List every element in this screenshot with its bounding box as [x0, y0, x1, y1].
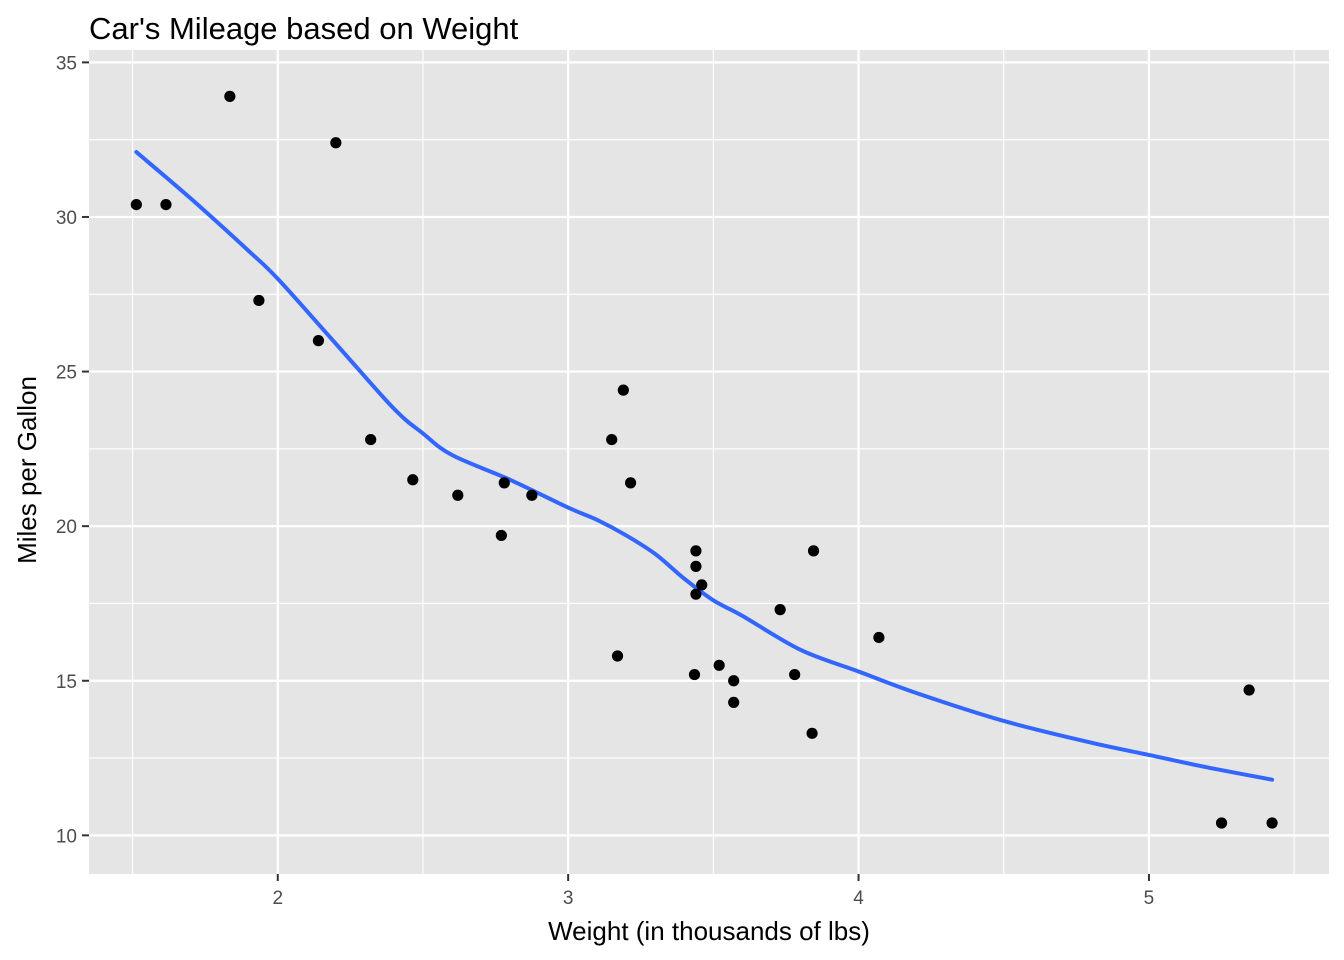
y-tick-label: 35 — [56, 53, 77, 74]
grid-lines — [89, 50, 1329, 874]
data-points — [130, 90, 1278, 829]
x-tick-label: 4 — [853, 888, 864, 909]
y-tick-label: 25 — [56, 363, 77, 384]
data-point — [160, 198, 172, 211]
y-tick-label: 20 — [56, 517, 77, 538]
data-point — [330, 137, 342, 149]
data-point — [690, 588, 702, 600]
data-point — [728, 696, 740, 708]
panel-background — [89, 50, 1329, 874]
data-point — [617, 384, 629, 396]
x-axis-label: Weight (in thousands of lbs) — [548, 916, 870, 946]
data-point — [611, 650, 624, 662]
y-tick-label: 15 — [56, 672, 77, 693]
data-point — [789, 668, 801, 681]
data-point — [1215, 817, 1228, 829]
data-point — [713, 659, 725, 671]
data-point — [253, 294, 265, 307]
data-point — [224, 90, 236, 102]
chart-title: Car's Mileage based on Weight — [89, 11, 519, 46]
data-point — [495, 529, 507, 542]
data-point — [696, 579, 708, 591]
data-point — [312, 335, 325, 347]
x-tick-label: 3 — [563, 888, 574, 909]
data-point — [130, 198, 142, 211]
data-point — [1243, 684, 1255, 696]
data-point — [690, 560, 702, 572]
x-tick-label: 2 — [272, 888, 283, 909]
data-point — [688, 668, 701, 681]
data-point — [452, 489, 464, 501]
data-point — [728, 675, 740, 687]
y-axis-label: Miles per Gallon — [12, 376, 42, 564]
data-point — [1266, 817, 1278, 829]
y-axis-ticks: 10 15 20 25 30 35 — [56, 53, 89, 847]
data-point — [690, 545, 702, 557]
data-point — [873, 631, 885, 644]
x-axis-ticks: 2 3 4 5 — [272, 874, 1154, 909]
x-tick-label: 5 — [1144, 888, 1155, 909]
data-point — [774, 604, 786, 616]
y-tick-label: 10 — [56, 826, 77, 847]
smooth-trend-line — [134, 150, 1275, 782]
data-point — [606, 433, 618, 446]
data-point — [807, 545, 820, 557]
data-point — [806, 727, 818, 739]
y-tick-label: 30 — [56, 208, 77, 229]
data-point — [624, 477, 637, 489]
data-point — [498, 477, 510, 489]
data-point — [407, 474, 419, 486]
data-point — [526, 489, 538, 501]
data-point — [365, 433, 377, 446]
